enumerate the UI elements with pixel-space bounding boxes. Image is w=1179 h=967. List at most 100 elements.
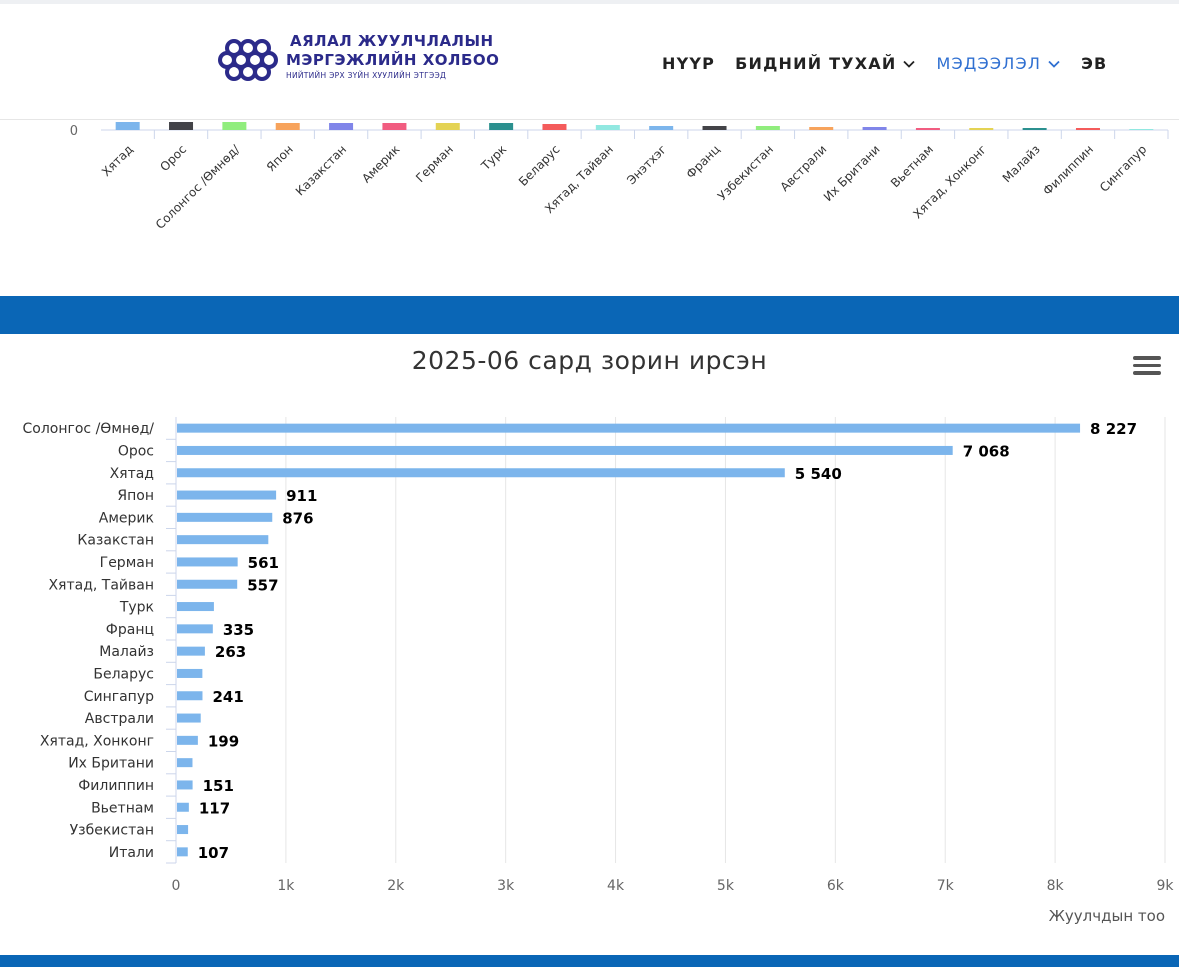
nav-item-about-label: БИДНИЙ ТУХАЙ bbox=[735, 54, 897, 73]
x-tick-label: 2k bbox=[387, 878, 405, 894]
x-tick-label: Турк bbox=[478, 142, 509, 173]
data-label: 876 bbox=[282, 509, 313, 527]
x-tick-label: Энэтхэг bbox=[624, 142, 669, 187]
chevron-down-icon bbox=[1048, 60, 1060, 68]
x-tick-label: Малайз bbox=[1000, 142, 1043, 185]
bar[interactable] bbox=[177, 847, 188, 857]
logo-line-3: НИЙТИЙН ЭРХ ЗҮЙН ХУУЛИЙН ЭТГЭЭД bbox=[286, 71, 447, 80]
data-label: 7 068 bbox=[963, 442, 1010, 460]
x-tick-label: Япон bbox=[264, 142, 296, 174]
bar[interactable] bbox=[1022, 128, 1047, 130]
data-label: 561 bbox=[248, 554, 279, 572]
chart-menu-icon[interactable] bbox=[1133, 356, 1161, 378]
bar[interactable] bbox=[177, 758, 193, 768]
data-label: 107 bbox=[198, 844, 229, 862]
bar[interactable] bbox=[542, 124, 567, 130]
y-tick-label: Хятад, Хонконг bbox=[40, 733, 154, 749]
x-tick-label: Хятад bbox=[99, 142, 136, 179]
bar[interactable] bbox=[702, 126, 727, 130]
data-label: 241 bbox=[212, 688, 243, 706]
x-tick-label: Казакстан bbox=[293, 142, 349, 198]
x-tick-label: 5k bbox=[717, 878, 735, 894]
bar[interactable] bbox=[222, 122, 247, 130]
bar[interactable] bbox=[177, 490, 277, 500]
bar[interactable] bbox=[809, 127, 834, 130]
bar-chart: 0 1k 2k 3k 4k 5k 6k 7k 8k 9k Солонгос /Өмнөд/8 227… bbox=[23, 417, 1174, 925]
data-label: 557 bbox=[247, 576, 278, 594]
bar[interactable] bbox=[969, 128, 994, 130]
y-tick-label: Орос bbox=[118, 443, 154, 459]
y-tick-label: Герман bbox=[100, 555, 154, 571]
x-tick-label: 8k bbox=[1047, 878, 1065, 894]
x-tick-label: Орос bbox=[157, 142, 189, 174]
bar[interactable] bbox=[862, 127, 887, 130]
bar[interactable] bbox=[177, 579, 238, 589]
bar[interactable] bbox=[177, 445, 953, 455]
bar[interactable] bbox=[177, 802, 189, 812]
bar[interactable] bbox=[169, 122, 194, 130]
bar[interactable] bbox=[329, 123, 354, 130]
bar[interactable] bbox=[177, 668, 203, 678]
bar[interactable] bbox=[177, 468, 785, 478]
chevron-down-icon bbox=[903, 60, 916, 68]
bar[interactable] bbox=[1075, 128, 1100, 130]
endless-knot-logo-icon bbox=[218, 39, 278, 81]
bar[interactable] bbox=[177, 825, 189, 835]
bar[interactable] bbox=[115, 122, 140, 130]
nav-item-ev-label: ЭВ bbox=[1081, 54, 1108, 73]
x-tick-label: Вьетнам bbox=[888, 142, 936, 190]
y-tick-label: Турк bbox=[119, 600, 154, 616]
bar[interactable] bbox=[177, 691, 203, 701]
bar[interactable] bbox=[177, 780, 193, 790]
x-tick-label: Герман bbox=[413, 142, 456, 185]
nav-item-home[interactable]: НҮҮР bbox=[662, 54, 715, 73]
logo-line-2: МЭРГЭЖЛИЙН ХОЛБОО bbox=[286, 51, 500, 69]
bar[interactable] bbox=[1129, 129, 1154, 130]
x-tick-label: Америк bbox=[359, 142, 402, 185]
bar[interactable] bbox=[755, 126, 780, 130]
bar[interactable] bbox=[489, 123, 514, 130]
data-label: 335 bbox=[223, 621, 254, 639]
x-tick-label: Франц bbox=[684, 142, 723, 181]
main-nav: НҮҮР БИДНИЙ ТУХАЙ МЭДЭЭЛЭЛ ЭВ bbox=[662, 54, 1127, 73]
y-tick-label: Австрали bbox=[85, 711, 154, 727]
bar[interactable] bbox=[177, 557, 238, 567]
bar[interactable] bbox=[177, 602, 214, 612]
bar[interactable] bbox=[382, 123, 407, 130]
x-tick-label: Филиппин bbox=[1040, 142, 1096, 198]
y-tick-label: Франц bbox=[106, 622, 154, 638]
y-tick-label: Хятад bbox=[110, 466, 154, 482]
bar[interactable] bbox=[915, 128, 940, 130]
nav-item-info[interactable]: МЭДЭЭЛЭЛ bbox=[936, 54, 1061, 73]
bar[interactable] bbox=[435, 123, 460, 130]
x-tick-label: Их Британи bbox=[821, 142, 883, 204]
bar[interactable] bbox=[649, 126, 674, 130]
bar[interactable] bbox=[177, 423, 1081, 433]
site-header: АЯЛАЛ ЖУУЛЧЛАЛЫН МЭРГЭЖЛИЙН ХОЛБОО НИЙТИ… bbox=[0, 0, 1179, 120]
nav-item-about[interactable]: БИДНИЙ ТУХАЙ bbox=[735, 54, 916, 73]
bar[interactable] bbox=[177, 646, 205, 656]
y-tick-label: Япон bbox=[117, 488, 154, 504]
bar[interactable] bbox=[177, 535, 269, 545]
logo-text: АЯЛАЛ ЖУУЛЧЛАЛЫН МЭРГЭЖЛИЙН ХОЛБОО НИЙТИ… bbox=[286, 32, 499, 80]
bar[interactable] bbox=[177, 735, 198, 745]
x-tick-label: Узбекистан bbox=[715, 142, 776, 203]
y-tick-label: Филиппин bbox=[78, 778, 154, 794]
bar[interactable] bbox=[275, 123, 300, 130]
bar[interactable] bbox=[177, 624, 213, 634]
y-tick-label: Хятад, Тайван bbox=[48, 577, 154, 593]
x-tick-label: Беларус bbox=[516, 142, 563, 189]
bar[interactable] bbox=[177, 713, 201, 723]
site-logo[interactable]: АЯЛАЛ ЖУУЛЧЛАЛЫН МЭРГЭЖЛИЙН ХОЛБОО НИЙТИ… bbox=[214, 30, 534, 100]
data-label: 151 bbox=[203, 777, 234, 795]
chart-title: 2025-06 сард зорин ирсэн bbox=[411, 346, 768, 375]
y-tick-label: Их Британи bbox=[68, 756, 154, 772]
nav-item-info-label: МЭДЭЭЛЭЛ bbox=[936, 54, 1042, 73]
data-label: 263 bbox=[215, 643, 246, 661]
x-tick-label: 7k bbox=[937, 878, 955, 894]
x-tick-label: Сингапур bbox=[1097, 142, 1150, 195]
bar[interactable] bbox=[177, 512, 273, 522]
nav-item-ev[interactable]: ЭВ bbox=[1081, 54, 1107, 73]
bar[interactable] bbox=[595, 125, 620, 130]
